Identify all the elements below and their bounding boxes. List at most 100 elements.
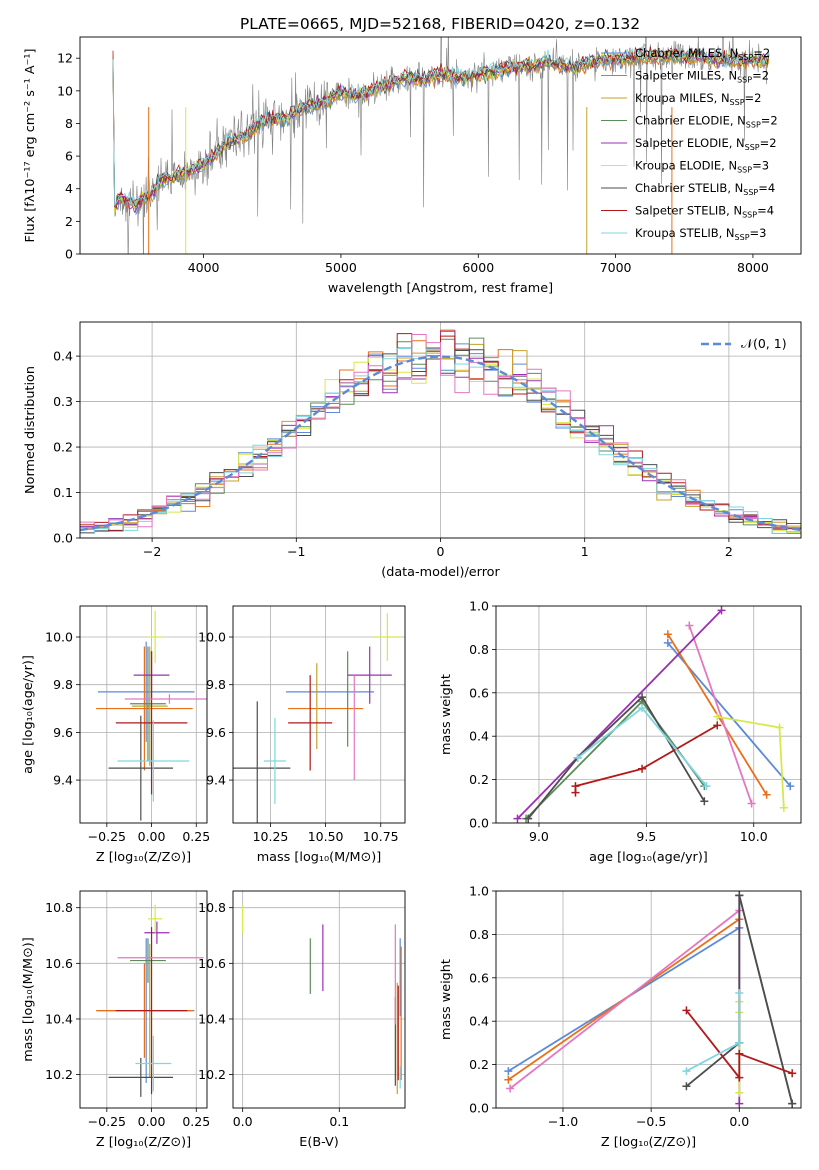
y-tick-label: 0 xyxy=(65,247,73,262)
y-tick-label: 10.2 xyxy=(45,1067,73,1082)
weight-marker xyxy=(717,606,726,615)
legend-entry-gaussian: 𝒩(0, 1) xyxy=(741,336,787,351)
weight-marker xyxy=(788,1069,797,1078)
x-axis-label: Z [log₁₀(Z/Z⊙)] xyxy=(96,850,191,865)
y-axis-label: age [log₁₀(age/yr)] xyxy=(21,655,36,774)
x-tick-label: 10.25 xyxy=(253,829,289,844)
residual-histogram-9 xyxy=(80,334,801,529)
y-tick-label: 10.0 xyxy=(45,630,73,645)
weight-marker xyxy=(682,1067,691,1076)
x-axis-label: E(B-V) xyxy=(299,1135,338,1150)
legend-entry: Chabrier MILES, NSSP=2 xyxy=(635,46,770,62)
weight-marker xyxy=(685,621,694,630)
y-tick-label: 9.8 xyxy=(53,677,73,692)
weight-marker xyxy=(573,753,582,762)
y-tick-label: 1.0 xyxy=(469,599,489,614)
weight-series-4 xyxy=(516,609,723,820)
x-tick-label: −0.5 xyxy=(636,1114,666,1129)
model-spectrum-7 xyxy=(112,46,770,210)
model-spectrum-5 xyxy=(112,49,770,213)
y-tick-label: 0.0 xyxy=(469,1101,489,1116)
axes-frame xyxy=(232,605,406,824)
y-tick-label: 6 xyxy=(65,149,73,164)
weight-marker xyxy=(762,790,771,799)
x-tick-label: 1 xyxy=(581,544,589,559)
y-tick-label: 0.3 xyxy=(53,394,73,409)
y-tick-label: 10.8 xyxy=(198,900,226,915)
axes-frame xyxy=(495,890,802,1109)
x-tick-label: −1.0 xyxy=(548,1114,578,1129)
x-tick-label: −0.25 xyxy=(88,1114,126,1129)
axes-frame xyxy=(79,36,802,255)
y-tick-label: 9.6 xyxy=(206,725,226,740)
y-tick-label: 0.4 xyxy=(469,1014,489,1029)
y-tick-label: 0.0 xyxy=(469,816,489,831)
y-axis-label: mass weight xyxy=(439,959,454,1040)
axes-frame xyxy=(232,890,406,1109)
plot-area xyxy=(80,322,801,538)
axes-frame xyxy=(79,605,208,824)
y-tick-label: 0.6 xyxy=(469,685,489,700)
x-tick-label: 0 xyxy=(437,544,445,559)
model-spectrum-8 xyxy=(112,46,770,207)
weight-series-2 xyxy=(688,625,753,804)
weight-marker xyxy=(735,891,744,900)
y-tick-label: 10.0 xyxy=(198,630,226,645)
x-tick-label: −2 xyxy=(143,544,161,559)
y-axis-label: Flux [fλ10⁻¹⁷ erg cm⁻² s⁻¹ A⁻¹] xyxy=(23,49,38,243)
y-tick-label: 0.4 xyxy=(53,349,73,364)
weight-marker xyxy=(700,797,709,806)
y-tick-label: 10.2 xyxy=(198,1067,226,1082)
plot-area xyxy=(233,606,405,823)
y-tick-label: 10.4 xyxy=(198,1011,226,1026)
plot-area xyxy=(80,606,207,823)
gaussian-curve xyxy=(80,355,801,532)
y-tick-label: 0.6 xyxy=(469,970,489,985)
x-tick-label: 0.1 xyxy=(329,1114,349,1129)
y-tick-label: 10.6 xyxy=(198,956,226,971)
y-tick-label: 9.4 xyxy=(53,773,73,788)
x-tick-label: 2 xyxy=(725,544,733,559)
weight-marker xyxy=(775,723,784,732)
y-tick-label: 4 xyxy=(65,181,73,196)
weight-marker xyxy=(735,1049,744,1058)
weight-series-2 xyxy=(509,909,740,1090)
weight-marker xyxy=(682,1006,691,1015)
x-tick-label: 0.00 xyxy=(138,1114,166,1129)
legend-entry: Kroupa STELIB, NSSP=3 xyxy=(635,226,766,242)
y-tick-label: 8 xyxy=(65,116,73,131)
weight-marker xyxy=(713,721,722,730)
x-tick-label: 0.25 xyxy=(182,829,210,844)
x-axis-label: (data-model)/error xyxy=(381,565,500,580)
weight-marker xyxy=(702,782,711,791)
y-tick-label: 9.4 xyxy=(206,773,226,788)
weight-marker xyxy=(788,1099,797,1108)
panel-mw_vs_age: 9.0 9.5 10.0 0.0 0.2 0.4 0.6 0.8 1.0 age [log₁₀(a… xyxy=(439,599,802,865)
plot-area xyxy=(496,606,801,823)
weight-series-7 xyxy=(685,1009,793,1081)
panel-mw_vs_Z: −1.0 −0.5 0.0 0.0 0.2 0.4 0.6 0.8 1.0 Z [log₁₀(Z/… xyxy=(439,884,802,1150)
y-tick-label: 2 xyxy=(65,214,73,229)
y-tick-label: 10.8 xyxy=(45,900,73,915)
y-tick-label: 10.4 xyxy=(45,1011,73,1026)
x-tick-label: 10.50 xyxy=(308,829,344,844)
weight-marker xyxy=(735,1038,744,1047)
y-tick-label: 0.4 xyxy=(469,729,489,744)
y-tick-label: 0.0 xyxy=(53,531,73,546)
weight-series-6 xyxy=(527,695,706,820)
x-tick-label: 6000 xyxy=(462,260,494,275)
weight-marker xyxy=(735,1099,744,1108)
weight-marker xyxy=(663,630,672,639)
plot-area xyxy=(112,37,770,254)
weight-marker xyxy=(504,1067,513,1076)
x-tick-label: 10.0 xyxy=(740,829,768,844)
weight-marker xyxy=(638,693,647,702)
y-tick-label: 0.2 xyxy=(53,440,73,455)
panel-mass_vs_Z: −0.25 0.00 0.25 10.2 10.4 10.6 10.8 Z [log₁₀(Z/… xyxy=(21,890,210,1150)
x-tick-label: 9.5 xyxy=(636,829,656,844)
legend-entry: Salpeter MILES, NSSP=2 xyxy=(635,69,769,85)
weight-marker xyxy=(513,814,522,823)
weight-marker xyxy=(779,803,788,812)
weight-marker xyxy=(571,782,580,791)
panel-age_vs_mass: 10.25 10.50 10.75 9.4 9.6 9.8 10.0 mass [log₁₀(… xyxy=(198,605,406,865)
